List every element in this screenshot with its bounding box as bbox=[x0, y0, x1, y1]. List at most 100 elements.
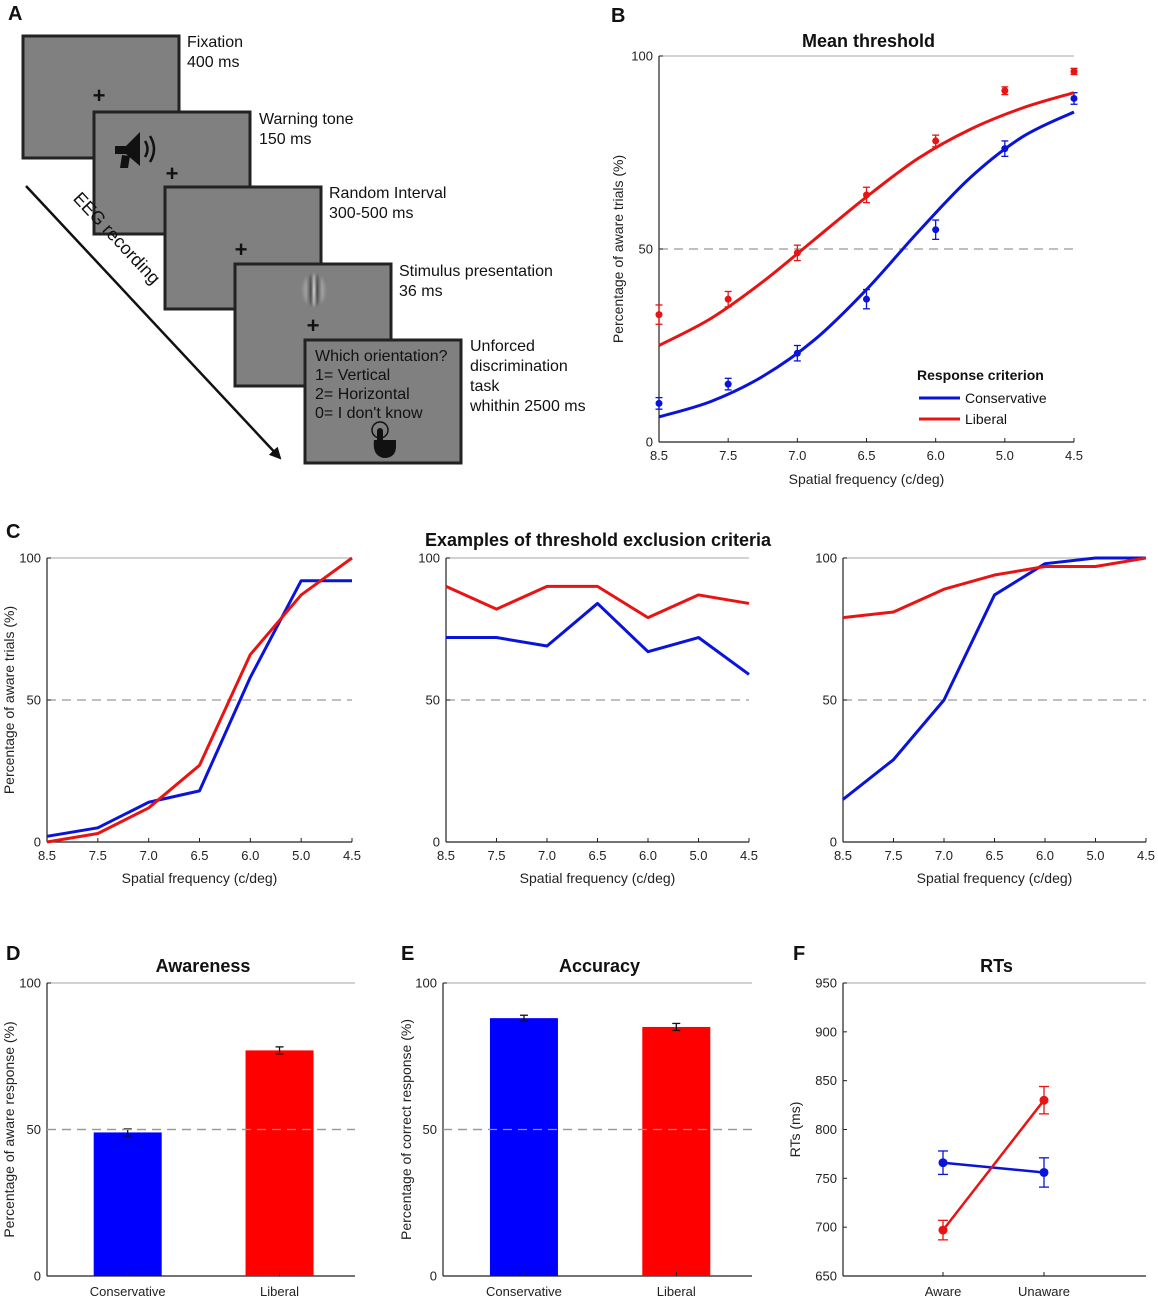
panel-letter-a: A bbox=[8, 3, 22, 25]
y-tick-label: 650 bbox=[815, 1269, 837, 1284]
x-tick-label: Liberal bbox=[657, 1284, 696, 1299]
x-tick-label: 7.5 bbox=[487, 848, 505, 863]
series-line bbox=[942, 1161, 1045, 1174]
screen-label: Warning tone bbox=[259, 111, 354, 128]
series-line bbox=[942, 1099, 1045, 1231]
y-tick-label: 850 bbox=[815, 1073, 837, 1088]
chart-title: Mean threshold bbox=[802, 31, 935, 51]
data-point bbox=[932, 137, 940, 145]
x-tick-label: 7.5 bbox=[719, 448, 737, 463]
x-tick-label: 6.5 bbox=[857, 448, 875, 463]
x-tick-label: 6.5 bbox=[985, 848, 1003, 863]
screen-duration: 400 ms bbox=[187, 54, 239, 71]
x-tick-label: 7.0 bbox=[140, 848, 158, 863]
series-liberal bbox=[938, 1085, 1049, 1241]
chart-title: Accuracy bbox=[559, 956, 640, 976]
bar-liberal bbox=[642, 1026, 711, 1276]
y-axis-label: Percentage of correct response (%) bbox=[398, 1019, 414, 1240]
chart-title: RTs bbox=[980, 956, 1013, 976]
data-point bbox=[793, 249, 801, 257]
chart-exclusion-example-1: C Examples of threshold exclusion criteri… bbox=[1, 521, 772, 886]
y-tick-label: 50 bbox=[426, 693, 440, 708]
megaphone-icon bbox=[115, 132, 156, 168]
y-tick-label: 50 bbox=[639, 242, 653, 257]
x-tick-label: 8.5 bbox=[38, 848, 56, 863]
x-tick-label: Conservative bbox=[90, 1284, 166, 1299]
panel-letter-d: D bbox=[6, 943, 20, 965]
trial-screen-response: Which orientation? 1= Vertical 2= Horizo… bbox=[303, 338, 586, 465]
panel-a: A + Fixation 400 ms + Warning tone 150 m… bbox=[8, 3, 586, 465]
y-tick-label: 100 bbox=[631, 49, 653, 64]
data-point bbox=[938, 1158, 948, 1168]
legend-title: Response criterion bbox=[917, 367, 1044, 383]
screen-label: Fixation bbox=[187, 34, 243, 51]
y-tick-label: 100 bbox=[815, 551, 837, 566]
y-tick-label: 0 bbox=[34, 835, 41, 850]
response-task-label: whithin 2500 ms bbox=[469, 398, 586, 415]
data-point bbox=[1039, 1095, 1049, 1105]
fixation-cross: + bbox=[307, 313, 320, 338]
response-task-label: discrimination bbox=[470, 358, 568, 375]
data-point bbox=[1039, 1167, 1049, 1177]
x-tick-label: 8.5 bbox=[834, 848, 852, 863]
x-tick-label: 6.0 bbox=[1036, 848, 1054, 863]
y-tick-label: 50 bbox=[27, 1122, 41, 1137]
response-task-label: task bbox=[470, 378, 500, 395]
y-axis-label: RTs (ms) bbox=[787, 1102, 803, 1158]
data-point bbox=[938, 1225, 948, 1235]
data-point bbox=[1070, 94, 1078, 102]
y-tick-label: 0 bbox=[433, 835, 440, 850]
response-task-label: Unforced bbox=[470, 338, 535, 355]
screen-label: Random Interval bbox=[329, 185, 446, 202]
chart-title: Awareness bbox=[156, 956, 251, 976]
fixation-cross: + bbox=[166, 161, 179, 186]
y-tick-label: 750 bbox=[815, 1171, 837, 1186]
y-tick-label: 0 bbox=[430, 1269, 437, 1284]
y-tick-label: 0 bbox=[34, 1269, 41, 1284]
series-conservative bbox=[938, 1150, 1049, 1188]
screen-duration: 150 ms bbox=[259, 131, 311, 148]
series-line-conservative bbox=[446, 601, 750, 676]
x-tick-label: Aware bbox=[925, 1284, 962, 1299]
gabor-stimulus bbox=[298, 270, 330, 310]
y-tick-label: 100 bbox=[415, 976, 437, 991]
x-tick-label: 6.5 bbox=[190, 848, 208, 863]
y-tick-label: 800 bbox=[815, 1122, 837, 1137]
screen-duration: 300-500 ms bbox=[329, 205, 414, 222]
x-tick-label: Conservative bbox=[486, 1284, 562, 1299]
data-point bbox=[1070, 67, 1078, 75]
legend-label: Conservative bbox=[965, 390, 1047, 406]
screen-duration: 36 ms bbox=[399, 283, 443, 300]
y-tick-label: 950 bbox=[815, 976, 837, 991]
panel-letter-f: F bbox=[793, 943, 805, 965]
y-tick-label: 100 bbox=[19, 551, 41, 566]
x-axis-label: Spatial frequency (c/deg) bbox=[520, 870, 676, 886]
hand-pointer-icon bbox=[371, 421, 396, 458]
panel-letter-b: B bbox=[611, 5, 625, 27]
y-tick-label: 900 bbox=[815, 1024, 837, 1039]
chart-title: Examples of threshold exclusion criteria bbox=[425, 530, 772, 550]
y-tick-label: 100 bbox=[19, 976, 41, 991]
x-tick-label: Unaware bbox=[1018, 1284, 1070, 1299]
bar-conservative bbox=[489, 1018, 558, 1276]
x-tick-label: 6.5 bbox=[588, 848, 606, 863]
x-tick-label: 7.0 bbox=[538, 848, 556, 863]
x-tick-label: Liberal bbox=[260, 1284, 299, 1299]
x-tick-label: 6.0 bbox=[639, 848, 657, 863]
panel-letter-e: E bbox=[401, 943, 414, 965]
chart-mean-threshold: B Mean threshold 0 50 100 8.5 7.5 7.0 6.5 6.0 5.0 4… bbox=[610, 5, 1083, 487]
x-tick-label: 7.0 bbox=[935, 848, 953, 863]
chart-rts: F RTs 650 700 750 800 850 900 950 RTs (ms) Aware Un… bbox=[787, 943, 1146, 1299]
x-tick-label: 7.0 bbox=[788, 448, 806, 463]
data-point bbox=[655, 399, 663, 407]
x-tick-label: 5.0 bbox=[996, 448, 1014, 463]
x-tick-label: 5.0 bbox=[292, 848, 310, 863]
x-tick-label: 7.5 bbox=[89, 848, 107, 863]
data-point bbox=[863, 295, 870, 303]
x-tick-label: 5.0 bbox=[1086, 848, 1104, 863]
data-point bbox=[932, 226, 940, 234]
y-tick-label: 100 bbox=[418, 551, 440, 566]
panel-letter-c: C bbox=[6, 521, 20, 543]
x-tick-label: 4.5 bbox=[343, 848, 361, 863]
y-tick-label: 50 bbox=[27, 693, 41, 708]
